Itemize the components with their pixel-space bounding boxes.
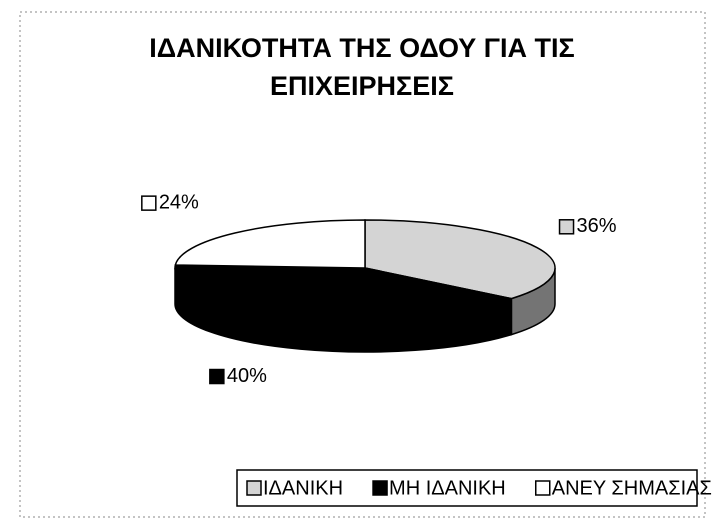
- value-label: 24%: [159, 191, 199, 213]
- legend-label: ΑΝΕΥ ΣΗΜΑΣΙΑΣ: [552, 477, 712, 499]
- legend-label: ΙΔΑΝΙΚΗ: [263, 477, 343, 499]
- legend-swatch: [246, 480, 262, 496]
- legend-swatch: [535, 480, 551, 496]
- legend-label: ΜΗ ΙΔΑΝΙΚΗ: [389, 477, 506, 499]
- value-label: 36%: [577, 215, 617, 237]
- label-swatch: [209, 368, 225, 385]
- label-swatch: [141, 195, 157, 211]
- chart-title: ΕΠΙΧΕΙΡΗΣΕΙΣ: [270, 71, 454, 101]
- slice: [174, 219, 366, 269]
- value-label: 40%: [227, 365, 267, 387]
- slice: [174, 264, 512, 317]
- chart-title: ΙΔΑΝΙΚΟΤΗΤΑ ΤΗΣ ΟΔΟΥ ΓΙΑ ΤΙΣ: [149, 33, 575, 63]
- slice-shade: [175, 268, 512, 352]
- legend-swatch: [372, 480, 388, 496]
- label-swatch: [558, 219, 575, 235]
- slice: [364, 219, 556, 300]
- legend-box: [236, 469, 698, 507]
